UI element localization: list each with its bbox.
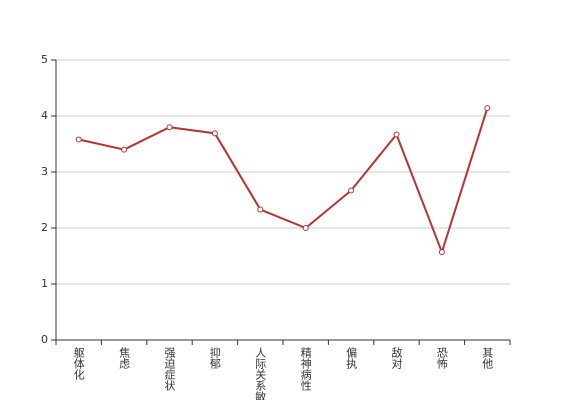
x-tick-label: 抑郁 <box>208 346 221 369</box>
point <box>257 206 264 213</box>
x-tick-label: 焦虑 <box>118 347 131 369</box>
point <box>211 130 218 137</box>
y-tick-label: 5 <box>41 53 48 66</box>
y-tick-label: 1 <box>41 277 48 290</box>
point <box>75 136 82 143</box>
point <box>393 131 400 138</box>
point <box>484 105 491 112</box>
point <box>348 187 355 194</box>
x-tick-label: 躯体化 <box>72 347 85 381</box>
x-tick-label: 其他 <box>481 347 494 369</box>
x-tick-label: 精神病性 <box>299 347 312 392</box>
x-tick-label: 恐怖 <box>435 347 448 369</box>
y-tick-label: 4 <box>41 109 48 122</box>
point <box>121 146 128 153</box>
x-tick-label: 敌对 <box>390 346 403 369</box>
x-tick-label: 人际关系敏感 <box>254 347 267 400</box>
y-tick-label: 2 <box>41 221 48 234</box>
line <box>78 107 489 256</box>
point <box>302 225 309 231</box>
x-tick-label: 偏执 <box>345 346 358 370</box>
point <box>166 124 173 131</box>
point <box>438 249 445 256</box>
y-tick-label: 0 <box>41 333 48 346</box>
x-tick-label: 强迫症状 <box>163 347 176 391</box>
y-tick-label: 3 <box>41 165 48 178</box>
